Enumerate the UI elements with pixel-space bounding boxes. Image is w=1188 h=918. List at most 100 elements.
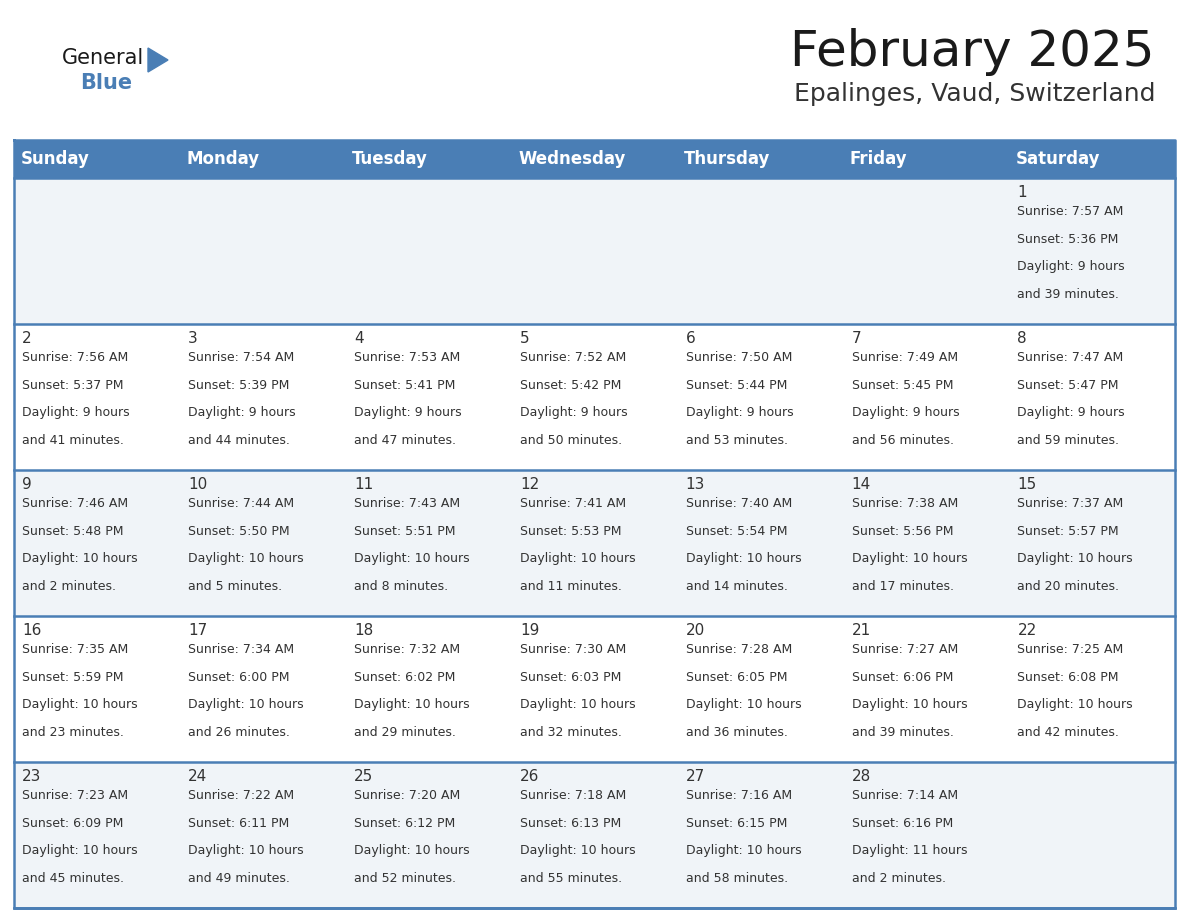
Text: Sunset: 6:08 PM: Sunset: 6:08 PM	[1017, 671, 1119, 684]
Text: 6: 6	[685, 331, 695, 346]
Text: and 14 minutes.: and 14 minutes.	[685, 580, 788, 593]
Text: Sunrise: 7:54 AM: Sunrise: 7:54 AM	[188, 351, 295, 364]
Text: Sunset: 5:47 PM: Sunset: 5:47 PM	[1017, 378, 1119, 392]
Text: and 2 minutes.: and 2 minutes.	[23, 580, 116, 593]
Text: and 42 minutes.: and 42 minutes.	[1017, 726, 1119, 739]
Text: Sunrise: 7:52 AM: Sunrise: 7:52 AM	[520, 351, 626, 364]
Text: and 47 minutes.: and 47 minutes.	[354, 434, 456, 447]
Text: Daylight: 9 hours: Daylight: 9 hours	[1017, 407, 1125, 420]
Text: Daylight: 10 hours: Daylight: 10 hours	[188, 699, 304, 711]
Text: Sunset: 5:48 PM: Sunset: 5:48 PM	[23, 524, 124, 538]
Text: 27: 27	[685, 769, 704, 784]
Text: 8: 8	[1017, 331, 1028, 346]
Text: 12: 12	[520, 477, 539, 492]
Text: General: General	[62, 48, 144, 68]
Text: 23: 23	[23, 769, 42, 784]
Text: Daylight: 10 hours: Daylight: 10 hours	[23, 553, 138, 565]
Text: Sunrise: 7:41 AM: Sunrise: 7:41 AM	[520, 497, 626, 510]
Text: 16: 16	[23, 623, 42, 638]
Text: Tuesday: Tuesday	[353, 150, 428, 168]
Text: 19: 19	[520, 623, 539, 638]
Text: Sunset: 5:36 PM: Sunset: 5:36 PM	[1017, 232, 1119, 246]
Text: and 56 minutes.: and 56 minutes.	[852, 434, 954, 447]
Text: Daylight: 10 hours: Daylight: 10 hours	[685, 553, 802, 565]
Text: and 26 minutes.: and 26 minutes.	[188, 726, 290, 739]
Text: 2: 2	[23, 331, 32, 346]
Text: Sunrise: 7:50 AM: Sunrise: 7:50 AM	[685, 351, 792, 364]
Text: and 11 minutes.: and 11 minutes.	[520, 580, 621, 593]
Text: and 23 minutes.: and 23 minutes.	[23, 726, 125, 739]
Text: Daylight: 10 hours: Daylight: 10 hours	[188, 553, 304, 565]
Text: Sunrise: 7:20 AM: Sunrise: 7:20 AM	[354, 789, 460, 802]
Text: Daylight: 10 hours: Daylight: 10 hours	[520, 845, 636, 857]
Text: Sunrise: 7:53 AM: Sunrise: 7:53 AM	[354, 351, 460, 364]
Text: Sunrise: 7:38 AM: Sunrise: 7:38 AM	[852, 497, 958, 510]
Text: Sunrise: 7:16 AM: Sunrise: 7:16 AM	[685, 789, 792, 802]
Text: Daylight: 10 hours: Daylight: 10 hours	[354, 845, 469, 857]
Text: 17: 17	[188, 623, 208, 638]
Text: Sunrise: 7:22 AM: Sunrise: 7:22 AM	[188, 789, 295, 802]
Bar	[14, 762, 1175, 908]
Text: and 2 minutes.: and 2 minutes.	[852, 872, 946, 885]
Text: 3: 3	[188, 331, 198, 346]
Text: Sunset: 5:50 PM: Sunset: 5:50 PM	[188, 524, 290, 538]
Text: Sunrise: 7:57 AM: Sunrise: 7:57 AM	[1017, 205, 1124, 218]
Text: 5: 5	[520, 331, 530, 346]
Text: and 20 minutes.: and 20 minutes.	[1017, 580, 1119, 593]
Text: 1: 1	[1017, 185, 1028, 200]
Bar	[14, 616, 1175, 762]
Text: Sunset: 5:56 PM: Sunset: 5:56 PM	[852, 524, 953, 538]
Text: and 39 minutes.: and 39 minutes.	[1017, 288, 1119, 301]
Text: 10: 10	[188, 477, 208, 492]
Text: 21: 21	[852, 623, 871, 638]
Text: Sunrise: 7:37 AM: Sunrise: 7:37 AM	[1017, 497, 1124, 510]
Text: 25: 25	[354, 769, 373, 784]
Text: Sunrise: 7:32 AM: Sunrise: 7:32 AM	[354, 643, 460, 656]
Text: and 41 minutes.: and 41 minutes.	[23, 434, 125, 447]
Text: Daylight: 10 hours: Daylight: 10 hours	[23, 845, 138, 857]
Text: Daylight: 9 hours: Daylight: 9 hours	[23, 407, 129, 420]
Text: Sunrise: 7:40 AM: Sunrise: 7:40 AM	[685, 497, 792, 510]
Text: Friday: Friday	[849, 150, 908, 168]
Text: and 55 minutes.: and 55 minutes.	[520, 872, 623, 885]
Text: and 32 minutes.: and 32 minutes.	[520, 726, 621, 739]
Text: Daylight: 10 hours: Daylight: 10 hours	[23, 699, 138, 711]
Text: February 2025: February 2025	[790, 28, 1155, 76]
Text: Sunset: 6:16 PM: Sunset: 6:16 PM	[852, 817, 953, 830]
Text: Sunset: 5:42 PM: Sunset: 5:42 PM	[520, 378, 621, 392]
Text: Sunset: 5:53 PM: Sunset: 5:53 PM	[520, 524, 621, 538]
Bar	[14, 470, 1175, 616]
Text: Sunset: 6:13 PM: Sunset: 6:13 PM	[520, 817, 621, 830]
Text: and 52 minutes.: and 52 minutes.	[354, 872, 456, 885]
Text: Daylight: 10 hours: Daylight: 10 hours	[354, 699, 469, 711]
Text: 24: 24	[188, 769, 208, 784]
Text: Sunday: Sunday	[20, 150, 89, 168]
Text: Sunset: 5:51 PM: Sunset: 5:51 PM	[354, 524, 455, 538]
Polygon shape	[148, 48, 168, 72]
Text: Daylight: 10 hours: Daylight: 10 hours	[852, 553, 967, 565]
Text: and 39 minutes.: and 39 minutes.	[852, 726, 954, 739]
Text: Sunrise: 7:34 AM: Sunrise: 7:34 AM	[188, 643, 295, 656]
Text: Sunset: 6:05 PM: Sunset: 6:05 PM	[685, 671, 788, 684]
Text: and 59 minutes.: and 59 minutes.	[1017, 434, 1119, 447]
Text: Daylight: 10 hours: Daylight: 10 hours	[1017, 699, 1133, 711]
Text: and 45 minutes.: and 45 minutes.	[23, 872, 125, 885]
Text: Sunset: 6:15 PM: Sunset: 6:15 PM	[685, 817, 788, 830]
Text: Sunrise: 7:46 AM: Sunrise: 7:46 AM	[23, 497, 128, 510]
Text: and 58 minutes.: and 58 minutes.	[685, 872, 788, 885]
Bar	[14, 140, 1175, 178]
Text: Blue: Blue	[80, 73, 132, 93]
Text: Sunset: 6:03 PM: Sunset: 6:03 PM	[520, 671, 621, 684]
Text: Sunrise: 7:30 AM: Sunrise: 7:30 AM	[520, 643, 626, 656]
Text: Monday: Monday	[187, 150, 260, 168]
Text: Sunrise: 7:44 AM: Sunrise: 7:44 AM	[188, 497, 295, 510]
Text: and 53 minutes.: and 53 minutes.	[685, 434, 788, 447]
Text: 13: 13	[685, 477, 706, 492]
Text: and 5 minutes.: and 5 minutes.	[188, 580, 283, 593]
Text: Sunset: 6:12 PM: Sunset: 6:12 PM	[354, 817, 455, 830]
Text: Sunrise: 7:43 AM: Sunrise: 7:43 AM	[354, 497, 460, 510]
Text: Sunrise: 7:23 AM: Sunrise: 7:23 AM	[23, 789, 128, 802]
Text: and 44 minutes.: and 44 minutes.	[188, 434, 290, 447]
Text: and 50 minutes.: and 50 minutes.	[520, 434, 623, 447]
Text: 14: 14	[852, 477, 871, 492]
